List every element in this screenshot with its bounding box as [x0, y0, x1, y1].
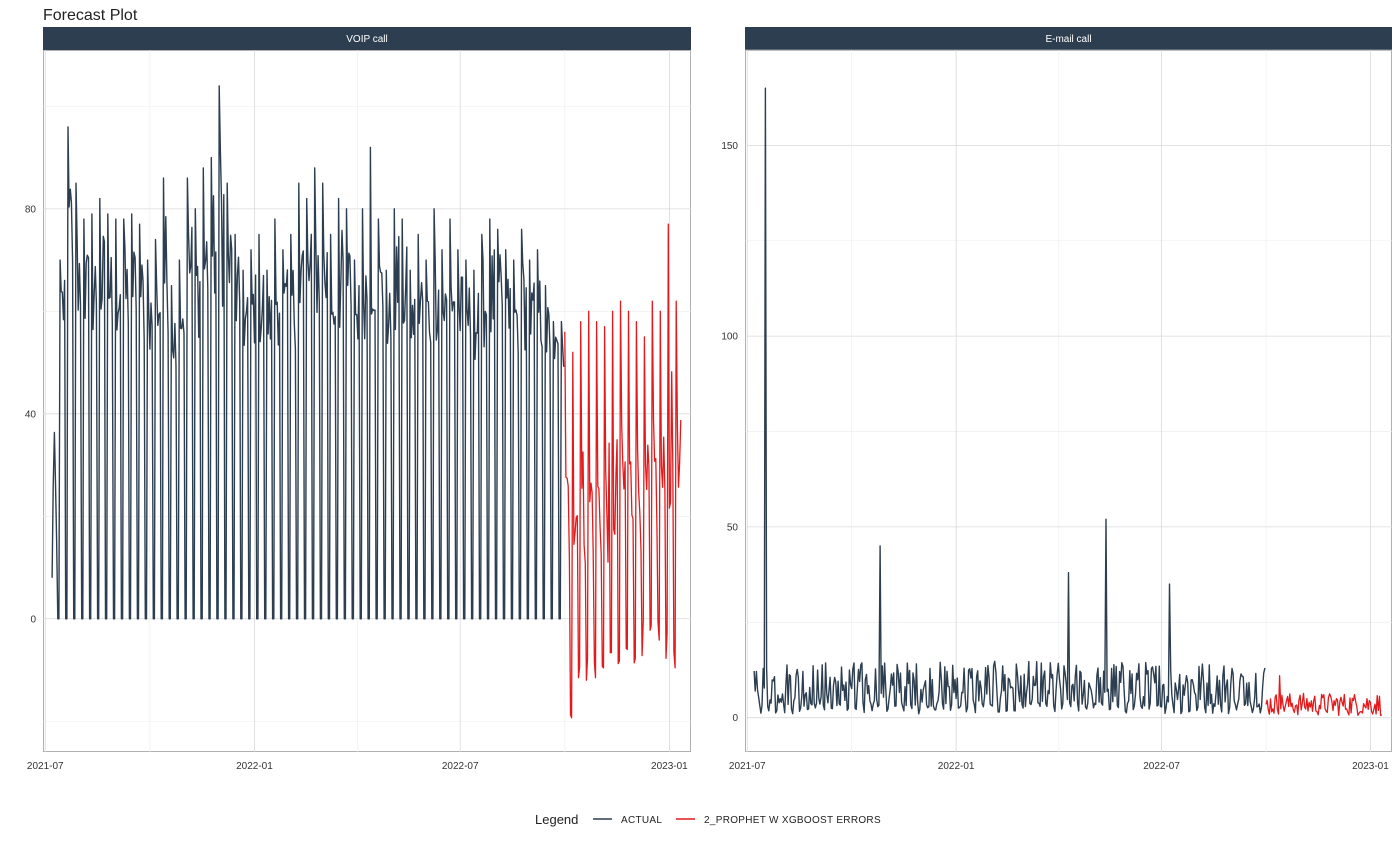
- x-tick-label: 2022-01: [236, 761, 273, 772]
- y-tick-label: 50: [727, 522, 739, 533]
- x-tick-label: 2023-01: [1352, 761, 1389, 772]
- facet-strip: [43, 27, 691, 50]
- facet-strip: [745, 27, 1392, 50]
- series-line-actual: [51, 85, 565, 620]
- x-tick-label: 2022-07: [1143, 761, 1180, 772]
- x-tick-label: 2023-01: [651, 761, 688, 772]
- x-tick-label: 2022-01: [938, 761, 975, 772]
- y-tick-label: 0: [732, 713, 738, 724]
- panel-border: [43, 50, 691, 752]
- y-tick-label: 0: [30, 614, 36, 625]
- y-tick-label: 150: [721, 141, 738, 152]
- panel-voip-call: VOIP call 0 40 80 2021-07 2022-01 2022-07 2023-…: [25, 27, 691, 772]
- panel-email-call: E-mail call 0 50 100 150 2021-07 2022-01 2022-0…: [721, 27, 1392, 772]
- legend: Legend ACTUAL 2_PROPHET W XGBOOST ERRORS: [535, 812, 881, 827]
- facet-strip-label: E-mail call: [1045, 34, 1091, 45]
- y-tick-label: 80: [25, 204, 37, 215]
- legend-label-forecast: 2_PROPHET W XGBOOST ERRORS: [704, 815, 881, 826]
- x-tick-label: 2021-07: [729, 761, 766, 772]
- legend-label-actual: ACTUAL: [621, 815, 662, 826]
- y-tick-label: 100: [721, 332, 738, 343]
- x-tick-label: 2021-07: [27, 761, 64, 772]
- x-tick-label: 2022-07: [442, 761, 479, 772]
- y-tick-label: 40: [25, 409, 37, 420]
- series-line-forecast: [564, 223, 682, 719]
- series-line-actual: [753, 87, 1266, 715]
- panel-border: [745, 50, 1392, 752]
- legend-title: Legend: [535, 812, 578, 827]
- chart-title: Forecast Plot: [43, 7, 138, 24]
- facet-strip-label: VOIP call: [346, 34, 388, 45]
- series-line-forecast: [1265, 675, 1383, 717]
